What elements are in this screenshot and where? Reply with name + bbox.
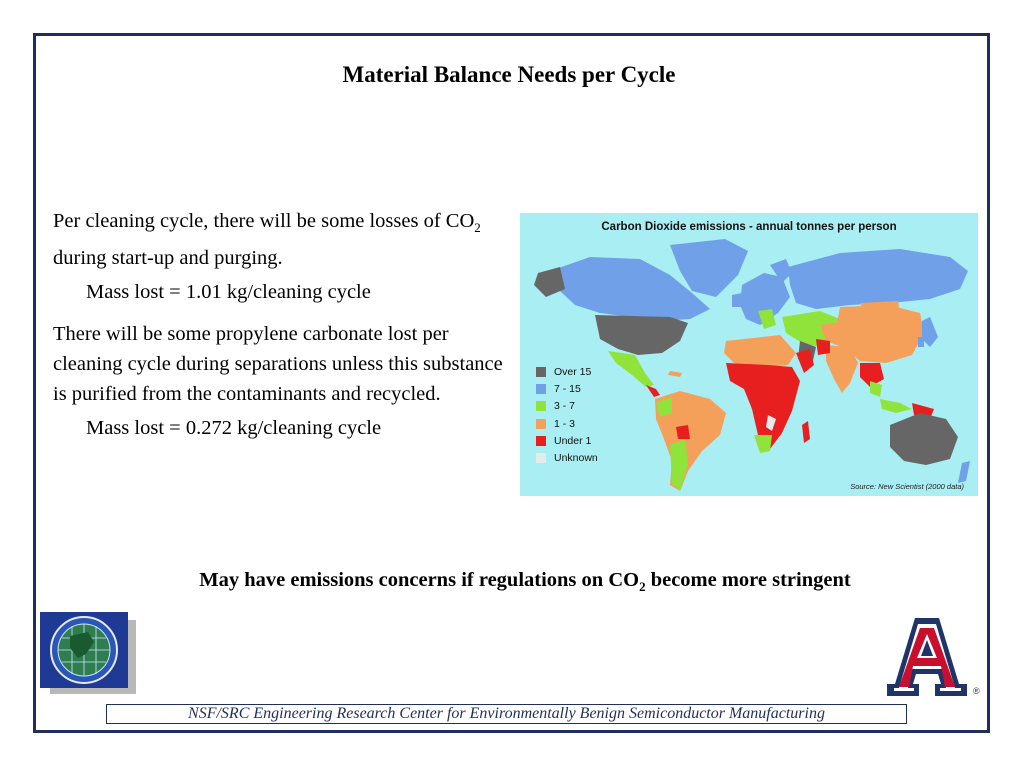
registered-mark: ® [973,686,980,696]
legend-item: Under 1 [536,432,598,449]
map-legend: Over 15 7 - 15 3 - 7 1 - 3 Under 1 Unknown [536,363,598,467]
paragraph-propylene-carbonate: There will be some propylene carbonate l… [53,323,503,406]
slide-title: Material Balance Needs per Cycle [342,62,676,87]
co2-emissions-map: Carbon Dioxide emissions - annual tonnes… [520,213,978,496]
slide-frame [33,33,990,733]
globe-icon [40,612,136,694]
legend-swatch [536,366,546,377]
map-source: Source: New Scientist (2000 data) [850,482,964,491]
legend-swatch [536,401,546,412]
emissions-note: May have emissions concerns if regulatio… [199,569,851,595]
paragraph-co2-losses: Per cleaning cycle, there will be some l… [53,210,481,270]
map-title: Carbon Dioxide emissions - annual tonnes… [601,221,897,233]
legend-item: Over 15 [536,363,598,380]
world-map-graphic [534,239,970,491]
footer-banner: NSF/SRC Engineering Research Center for … [106,704,907,724]
legend-label: Over 15 [554,365,592,378]
erc-globe-logo [40,612,136,701]
legend-item: 7 - 15 [536,380,598,397]
legend-swatch [536,383,546,394]
university-of-arizona-logo [885,618,969,701]
legend-label: 3 - 7 [554,400,576,413]
legend-item: 3 - 7 [536,398,598,415]
legend-swatch [536,418,546,429]
legend-label: 1 - 3 [554,417,576,430]
legend-swatch [536,435,546,446]
legend-label: Unknown [554,452,598,465]
legend-label: Under 1 [554,434,592,447]
legend-label: 7 - 15 [554,382,581,395]
legend-item: 1 - 3 [536,415,598,432]
mass-lost-propylene: Mass lost = 0.272 kg/cleaning cycle [86,417,382,440]
mass-lost-co2: Mass lost = 1.01 kg/cleaning cycle [86,281,371,304]
legend-swatch [536,453,546,464]
arizona-a-icon [887,618,967,696]
legend-item: Unknown [536,449,598,466]
body-text: Per cleaning cycle, there will be some l… [53,206,503,455]
